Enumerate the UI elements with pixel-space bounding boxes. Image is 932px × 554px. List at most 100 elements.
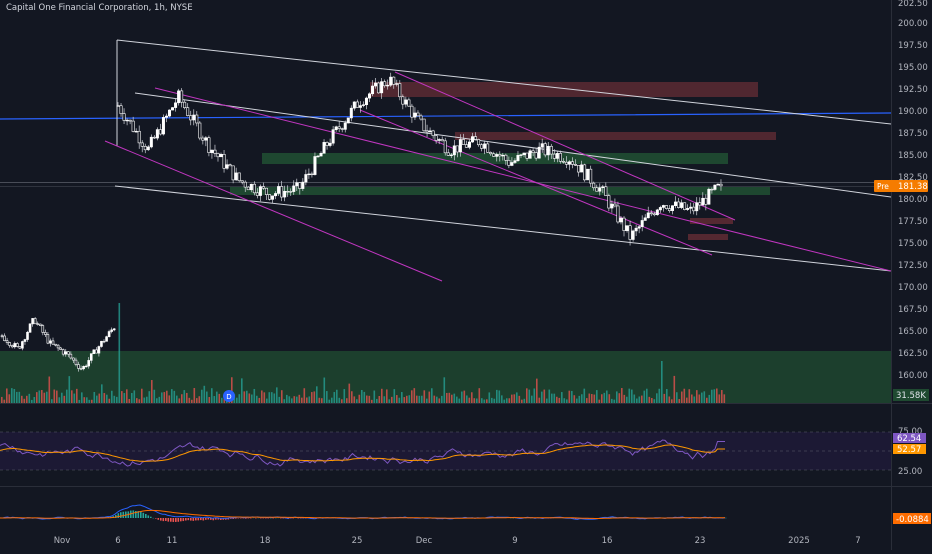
last-price-value: 181.38 [898, 182, 928, 192]
rsi-value: 62.54 [897, 434, 921, 444]
volume-bar [591, 394, 593, 403]
volume-bar [401, 392, 403, 403]
volume-bar [631, 390, 633, 403]
volume-bar [4, 400, 6, 403]
volume-bar [406, 396, 408, 403]
volume-bar [479, 388, 481, 403]
candle [411, 106, 413, 117]
candle [356, 102, 358, 108]
candle [83, 366, 85, 368]
price-tick: 177.50 [898, 217, 928, 227]
volume-bar [254, 389, 256, 403]
volume-bar [399, 398, 401, 403]
candle [217, 153, 219, 156]
volume-bar [529, 390, 531, 403]
volume-bar [246, 391, 248, 403]
candle [486, 144, 488, 152]
candle [226, 165, 228, 169]
candle [668, 209, 670, 211]
macd-histogram-bar [208, 518, 210, 519]
volume-bar [236, 398, 238, 403]
candle [57, 345, 59, 348]
candle [493, 154, 495, 157]
volume-bar [104, 393, 106, 403]
candle [88, 360, 90, 366]
volume-bar [584, 389, 586, 403]
candle [538, 147, 540, 158]
candle [299, 183, 301, 189]
candle [453, 146, 455, 155]
candle [465, 145, 467, 148]
candle [386, 85, 388, 86]
volume-bar [26, 396, 28, 403]
candle [113, 329, 115, 330]
volume-bar [116, 397, 118, 403]
candle [314, 157, 316, 175]
macd-histogram-bar [175, 518, 177, 522]
macd-histogram-bar [180, 518, 182, 521]
price-tick: 165.00 [898, 327, 928, 337]
volume-bar [291, 398, 293, 403]
candle [9, 343, 11, 346]
candle [93, 350, 95, 354]
candle [24, 340, 26, 342]
volume-bar [684, 389, 686, 403]
candle [138, 131, 140, 143]
volume-bar [29, 394, 31, 403]
volume-bar [581, 394, 583, 403]
price-tick: 197.50 [898, 41, 928, 51]
candle [480, 145, 482, 149]
candle [520, 155, 522, 156]
volume-bar [474, 398, 476, 403]
volume-bar [396, 395, 398, 403]
candle [98, 346, 100, 353]
candle [396, 84, 398, 85]
candle [617, 206, 619, 222]
volume-bar [569, 391, 571, 403]
candle [456, 146, 458, 152]
candle [459, 139, 461, 152]
candle [85, 366, 87, 367]
candle [268, 195, 270, 200]
candle [32, 318, 34, 323]
candle [244, 182, 246, 187]
candle [674, 202, 676, 206]
candle [106, 337, 108, 342]
candle [302, 182, 304, 188]
volume-bar [576, 399, 578, 403]
volume-bar [259, 398, 261, 403]
volume-bar [614, 400, 616, 403]
volume-bar [604, 393, 606, 403]
candle [70, 354, 72, 358]
volume-bar [524, 399, 526, 403]
volume-bar [459, 399, 461, 403]
candle [541, 144, 543, 148]
candle [11, 346, 13, 347]
macd-histogram-bar [123, 512, 125, 518]
price-tick: 190.00 [898, 107, 928, 117]
macd-histogram-bar [148, 515, 150, 518]
volume-bar [184, 390, 186, 403]
volume-bar [719, 394, 721, 403]
resistance-zone [455, 132, 776, 140]
candle [320, 153, 322, 156]
volume-bar [54, 390, 56, 403]
time-label: 2025 [788, 536, 810, 546]
volume-bar [119, 303, 121, 403]
candle [614, 204, 616, 206]
volume-bar [339, 398, 341, 403]
volume-bar [701, 393, 703, 403]
macd-histogram-bar [205, 518, 207, 520]
volume-bar [201, 390, 203, 403]
candle [52, 341, 54, 344]
candle [293, 186, 295, 192]
last-price-prefix: Pre [877, 182, 889, 191]
volume-bar [511, 395, 513, 403]
volume-bar [206, 392, 208, 403]
volume-bar [79, 400, 81, 403]
volume-bar [76, 389, 78, 403]
candle [259, 187, 261, 196]
volume-bar [601, 394, 603, 403]
